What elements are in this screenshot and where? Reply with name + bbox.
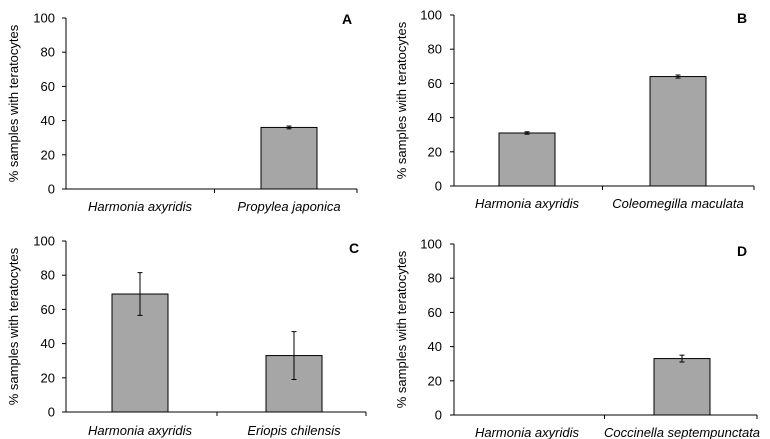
panel-letter: A (342, 11, 352, 27)
y-axis-label: % samples with teratocytes (6, 24, 21, 182)
y-tick-label: 20 (428, 373, 442, 388)
y-tick-label: 60 (41, 302, 55, 317)
y-tick-label: 40 (41, 113, 55, 128)
chart-panel-d: 0 20 40 60 80 100 Harmonia axyridis Coccinella … (394, 237, 760, 439)
y-tick-label: 0 (48, 405, 55, 420)
chart-panel-b: 0 20 40 60 80 100 Harmonia axyridis Coleomegill… (394, 8, 755, 211)
y-tick-label: 60 (428, 305, 442, 320)
category-label: Propylea japonica (237, 199, 340, 214)
y-tick-label: 80 (428, 271, 442, 286)
panel-letter: C (349, 240, 359, 256)
y-axis-label: % samples with teratocytes (394, 250, 409, 408)
y-tick-label: 40 (41, 336, 55, 351)
y-tick-label: 20 (428, 144, 442, 159)
y-tick-label: 100 (420, 237, 442, 252)
y-axis-label: % samples with teratocytes (394, 21, 409, 179)
y-tick-label: 80 (41, 45, 55, 60)
category-label: Harmonia axyridis (475, 196, 580, 211)
category-label: Coccinella septempunctata (604, 425, 760, 439)
y-tick-label: 0 (435, 408, 442, 423)
y-tick-label: 0 (435, 179, 442, 194)
y-tick-label: 40 (428, 339, 442, 354)
category-label: Harmonia axyridis (88, 423, 193, 438)
panel-letter: B (737, 10, 747, 26)
chart-panel-c: 0 20 40 60 80 100 Harmonia axyridis Eriopis chi… (6, 234, 367, 438)
panel-letter: D (737, 243, 747, 259)
y-tick-label: 60 (428, 76, 442, 91)
y-tick-label: 80 (41, 268, 55, 283)
y-tick-label: 100 (33, 234, 55, 249)
y-tick-label: 100 (33, 11, 55, 26)
category-label: Harmonia axyridis (475, 425, 580, 439)
bar (649, 76, 707, 187)
y-tick-label: 100 (420, 8, 442, 23)
category-label: Coleomegilla maculata (612, 196, 744, 211)
y-tick-label: 20 (41, 370, 55, 385)
y-axis-label: % samples with teratocytes (6, 247, 21, 405)
chart-panel-a: 0 20 40 60 80 100 Harmonia axyridis Propylea ja… (6, 11, 358, 214)
bar (653, 358, 711, 416)
y-tick-label: 20 (41, 147, 55, 162)
y-tick-label: 40 (428, 110, 442, 125)
bar (498, 132, 556, 187)
category-label: Harmonia axyridis (88, 199, 193, 214)
y-tick-label: 0 (48, 182, 55, 197)
category-label: Eriopis chilensis (247, 423, 341, 438)
y-tick-label: 80 (428, 42, 442, 57)
bar (260, 126, 318, 190)
y-tick-label: 60 (41, 79, 55, 94)
